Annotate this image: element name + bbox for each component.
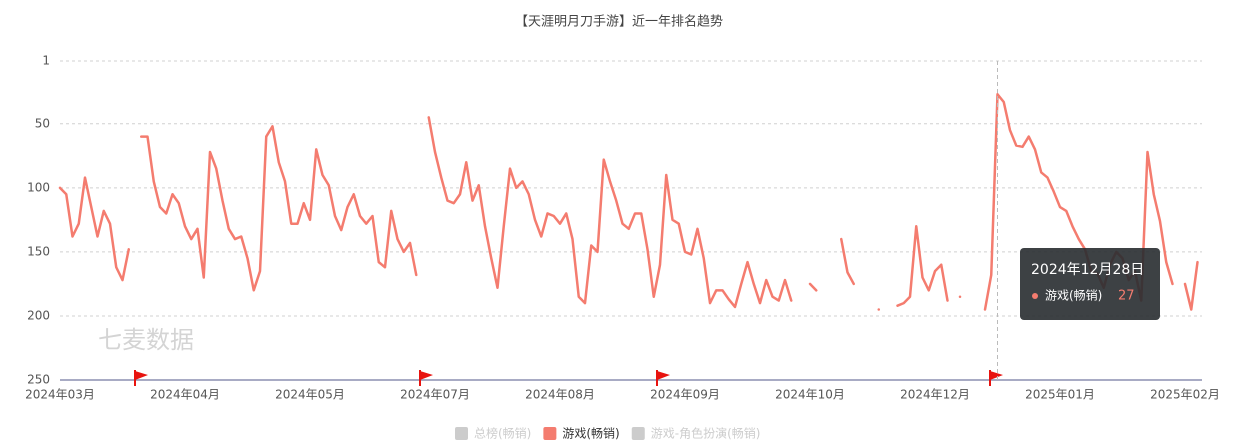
line-series xyxy=(58,93,1199,311)
event-flags xyxy=(134,370,1003,386)
legend: 总榜(畅销) 游戏(畅销) 游戏-角色扮演(畅销) xyxy=(455,426,760,441)
x-tick-label: 2024年04月 xyxy=(150,388,220,402)
flag xyxy=(656,370,670,386)
tooltip-box xyxy=(1020,248,1160,320)
tooltip-series: 游戏(畅销) xyxy=(1045,289,1102,303)
flag xyxy=(419,370,433,386)
tooltip-value: 27 xyxy=(1118,289,1135,304)
flag xyxy=(989,370,1003,386)
legend-swatch xyxy=(455,427,468,440)
tooltip: 2024年12月28日 游戏(畅销) 27 xyxy=(1020,248,1160,320)
chart-title: 【天涯明月刀手游】近一年排名趋势 xyxy=(515,14,723,30)
x-tick-label: 2024年08月 xyxy=(525,388,595,402)
tooltip-dot xyxy=(1032,293,1038,299)
x-tick-label: 2024年07月 xyxy=(400,388,470,402)
x-tick-label: 2024年10月 xyxy=(775,388,845,402)
y-tick-label: 50 xyxy=(35,116,50,130)
x-tick-label: 2025年02月 xyxy=(1150,388,1220,402)
x-tick-label: 2024年03月 xyxy=(25,388,95,402)
legend-label: 游戏(畅销) xyxy=(562,427,619,441)
flag xyxy=(134,370,148,386)
x-tick-label: 2024年09月 xyxy=(650,388,720,402)
y-tick-label: 200 xyxy=(27,308,50,322)
x-tick-label: 2025年01月 xyxy=(1025,388,1095,402)
y-tick-label: 1 xyxy=(42,54,50,68)
y-tick-label: 150 xyxy=(27,244,50,258)
x-tick-label: 2024年12月 xyxy=(900,388,970,402)
y-tick-label: 100 xyxy=(27,180,50,194)
watermark: 七麦数据 xyxy=(98,326,194,354)
x-tick-label: 2024年05月 xyxy=(275,388,345,402)
legend-swatch xyxy=(543,427,557,440)
legend-label: 总榜(畅销) xyxy=(474,426,531,441)
legend-swatch xyxy=(631,427,645,440)
legend-label: 游戏-角色扮演(畅销) xyxy=(651,426,761,441)
y-tick-label: 250 xyxy=(27,373,50,387)
plot xyxy=(58,93,1199,311)
tooltip-title: 2024年12月28日 xyxy=(1031,262,1144,278)
